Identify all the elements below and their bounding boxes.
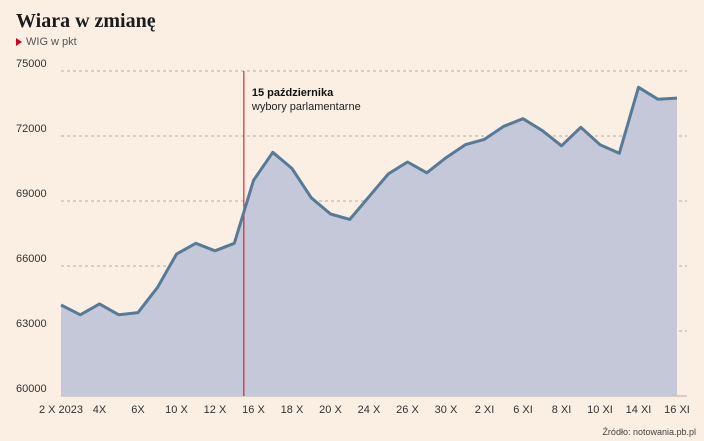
- x-tick-label: 30 X: [435, 404, 458, 416]
- chart-title: Wiara w zmianę: [16, 10, 156, 32]
- y-tick-label: 69000: [16, 188, 47, 200]
- x-tick-label: 24 X: [358, 404, 381, 416]
- legend-label: WIG w pkt: [26, 36, 77, 48]
- annotation-subtitle: wybory parlamentarne: [251, 101, 361, 113]
- x-axis: 2 X 2023 4X 6X 10 X 12 X 16 X 18 X 20 X 24 X 26 X…: [39, 404, 690, 416]
- y-tick-label: 60000: [16, 383, 47, 395]
- x-tick-label: 4X: [93, 404, 107, 416]
- legend-marker-icon: [16, 38, 22, 46]
- x-tick-label: 14 XI: [626, 404, 652, 416]
- y-tick-label: 72000: [16, 123, 47, 135]
- x-tick-label: 10 X: [165, 404, 188, 416]
- y-tick-label: 66000: [16, 253, 47, 265]
- x-tick-label: 6X: [131, 404, 145, 416]
- x-tick-label: 6 XI: [513, 404, 533, 416]
- x-tick-label: 16 XI: [664, 404, 690, 416]
- source-note: Źródło: notowania.pb.pl: [602, 427, 696, 437]
- x-tick-label: 20 X: [319, 404, 342, 416]
- x-tick-label: 10 XI: [587, 404, 613, 416]
- area-fill: [61, 87, 677, 397]
- x-tick-label: 18 X: [281, 404, 304, 416]
- x-tick-label: 16 X: [242, 404, 265, 416]
- x-tick-label: 26 X: [396, 404, 419, 416]
- x-tick-label: 2 XI: [475, 404, 495, 416]
- x-tick-label: 8 XI: [552, 404, 572, 416]
- x-tick-label: 2 X 2023: [39, 404, 83, 416]
- y-axis: 60000 63000 66000 69000 72000 75000: [16, 58, 47, 395]
- x-tick-label: 12 X: [204, 404, 227, 416]
- annotation-title: 15 października: [252, 87, 334, 99]
- legend: WIG w pkt: [16, 36, 77, 48]
- data-points: [60, 87, 678, 315]
- y-tick-label: 63000: [16, 318, 47, 330]
- y-tick-label: 75000: [16, 58, 47, 70]
